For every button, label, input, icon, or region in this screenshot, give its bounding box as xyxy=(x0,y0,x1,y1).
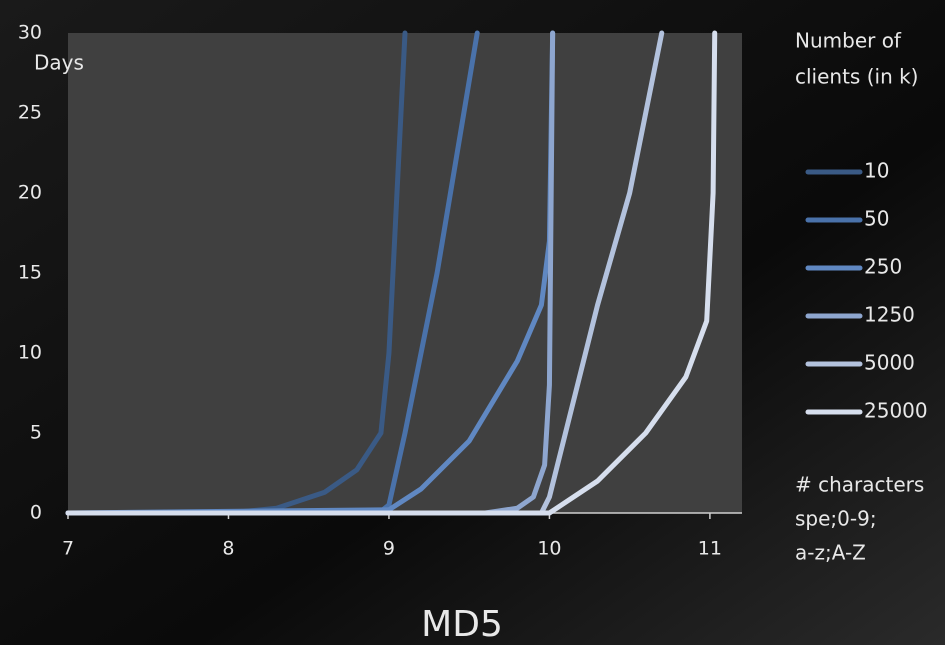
legend-label: 250 xyxy=(864,255,902,279)
legend-label: 1250 xyxy=(864,303,915,327)
y-tick-label: 5 xyxy=(30,422,42,444)
y-tick-label: 20 xyxy=(18,182,42,204)
y-tick-label: 10 xyxy=(18,342,42,364)
legend-label: 50 xyxy=(864,207,889,231)
x-tick-label: 10 xyxy=(537,538,561,560)
y-tick-label: 30 xyxy=(18,22,42,44)
x-tick-label: 7 xyxy=(62,538,74,560)
y-tick-label: 25 xyxy=(18,102,42,124)
note: spe;0-9; xyxy=(795,507,877,531)
legend-label: 25000 xyxy=(864,399,928,423)
x-tick-label: 8 xyxy=(222,538,234,560)
note: a-z;A-Z xyxy=(795,541,866,565)
chart: Days MD5 Number of clients (in k) # char… xyxy=(0,0,945,645)
x-tick-label: 9 xyxy=(383,538,395,560)
legend-label: 10 xyxy=(864,159,889,183)
note: # characters xyxy=(795,473,924,497)
x-tick-label: 11 xyxy=(698,538,722,560)
y-axis-label: Days xyxy=(34,51,84,75)
legend-title: Number of xyxy=(795,29,902,53)
y-tick-label: 0 xyxy=(30,502,42,524)
legend-title: clients (in k) xyxy=(795,65,919,89)
y-tick-label: 15 xyxy=(18,262,42,284)
legend-label: 5000 xyxy=(864,351,915,375)
chart-title: MD5 xyxy=(421,604,503,645)
